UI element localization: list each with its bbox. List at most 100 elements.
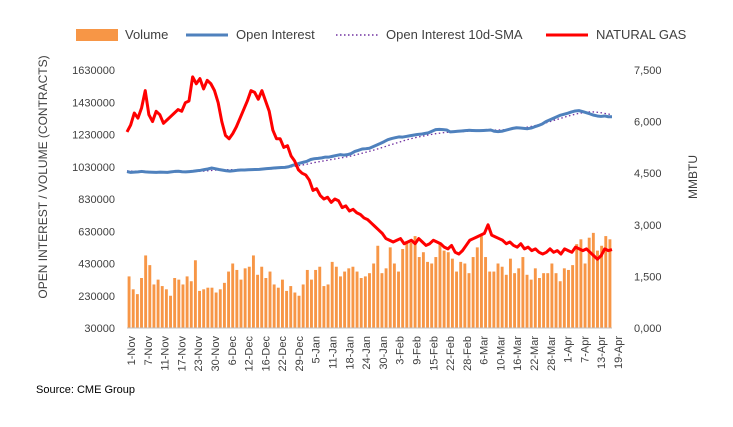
volume-bar — [206, 287, 210, 328]
x-tick-label: 11-Jan — [328, 336, 340, 369]
volume-bar — [529, 279, 533, 328]
volume-bar — [347, 268, 351, 328]
volume-bar — [293, 292, 297, 328]
volume-bar — [268, 271, 272, 328]
volume-bar — [575, 244, 579, 328]
volume-bar — [392, 263, 396, 328]
volume-bar — [289, 286, 293, 328]
volume-bar — [459, 261, 463, 328]
volume-bar — [579, 239, 583, 328]
x-tick-label: 13-Apr — [596, 336, 608, 369]
x-tick-label: 28-Feb — [462, 336, 474, 371]
volume-bar — [405, 240, 409, 328]
volume-bar — [164, 289, 168, 328]
y-left-tick-label: 630000 — [78, 226, 115, 238]
volume-bar — [484, 257, 488, 328]
y-right-tick-label: 1,500 — [634, 271, 662, 283]
volume-bar — [322, 286, 326, 328]
x-tick-label: 10-Mar — [495, 336, 507, 371]
volume-bar — [546, 273, 550, 328]
y-axis-left-title: OPEN INTEREST / VOLUME (CONTRACTS) — [36, 55, 50, 298]
volume-bar — [227, 271, 231, 328]
volume-bar — [430, 263, 434, 328]
volume-bar — [285, 290, 289, 328]
y-left-tick-label: 1630000 — [72, 65, 115, 77]
open-interest-sma-line — [126, 111, 613, 173]
volume-bar — [152, 284, 156, 328]
volume-bar — [426, 261, 429, 328]
legend-open-interest-label: Open Interest — [236, 27, 315, 42]
volume-bar — [562, 268, 566, 328]
volume-bar — [210, 287, 214, 328]
x-tick-label: 3-Feb — [395, 336, 407, 365]
volume-bar — [181, 284, 185, 328]
volume-bar — [533, 268, 537, 328]
volume-bar — [479, 236, 483, 328]
x-tick-label: 11-Nov — [160, 336, 172, 371]
x-tick-label: 30-Jan — [378, 336, 390, 370]
y-axis-right-title: MMBTU — [686, 155, 700, 199]
y-right-tick-label: 4,500 — [634, 168, 662, 180]
y-right-tick-label: 7,500 — [634, 65, 662, 77]
volume-bar — [202, 289, 206, 328]
volume-bar — [409, 242, 413, 328]
volume-bar — [384, 268, 388, 328]
volume-bar — [156, 279, 160, 328]
volume-bar — [264, 278, 268, 328]
volume-bar — [446, 252, 450, 328]
legend-volume-swatch — [76, 29, 118, 41]
volume-bar — [455, 271, 459, 328]
x-tick-label: 22-Dec — [277, 336, 289, 372]
volume-bar — [376, 245, 380, 328]
volume-bar — [508, 258, 512, 328]
volume-bar — [488, 271, 492, 328]
volume-bar — [450, 258, 454, 328]
x-tick-label: 7-Nov — [143, 336, 155, 366]
volume-bar — [600, 245, 604, 328]
x-tick-label: 29-Dec — [294, 336, 306, 372]
volume-bar — [475, 247, 479, 328]
legend: Volume Open Interest Open Interest 10d-S… — [76, 27, 687, 42]
volume-bar — [417, 257, 421, 328]
x-tick-label: 17-Nov — [176, 336, 188, 372]
volume-bar — [343, 271, 347, 328]
volume-bar — [231, 263, 235, 328]
x-tick-label: 16-Mar — [512, 336, 524, 371]
x-tick-label: 6-Mar — [479, 336, 491, 365]
y-left-tick-label: 230000 — [78, 291, 115, 303]
volume-bar — [542, 273, 546, 328]
volume-bar — [276, 287, 280, 328]
volume-bar — [339, 276, 342, 328]
x-tick-label: 19-Apr — [613, 336, 625, 369]
volume-bar — [127, 276, 131, 328]
volume-bar — [587, 237, 591, 328]
volume-bar — [372, 263, 376, 328]
volume-bar — [504, 274, 508, 328]
volume-bar — [388, 247, 392, 328]
x-tick-label: 16-Dec — [260, 336, 272, 372]
y-left-tick-label: 30000 — [84, 323, 115, 335]
legend-sma-label: Open Interest 10d-SMA — [386, 27, 523, 42]
volume-bar — [401, 248, 405, 328]
volume-bar — [583, 263, 587, 328]
volume-bar — [260, 266, 264, 328]
volume-bar — [567, 269, 570, 328]
y-left-tick-label: 1230000 — [72, 130, 115, 142]
volume-bar — [222, 282, 226, 328]
volume-bar — [355, 271, 359, 328]
volume-bar — [538, 278, 541, 328]
volume-bars — [127, 232, 612, 328]
volume-bar — [604, 236, 608, 328]
volume-bar — [363, 276, 367, 328]
volume-bar — [496, 263, 500, 328]
x-axis-ticks: 1-Nov 7-Nov 11-Nov 17-Nov 23-Nov 30-Nov 6-Dec 1… — [126, 336, 625, 372]
volume-bar — [251, 255, 255, 328]
volume-bar — [305, 269, 309, 328]
x-tick-label: 28-Mar — [546, 336, 558, 371]
y-axis-right-ticks: 0,000 1,500 3,000 4,500 6,000 7,500 — [634, 65, 662, 335]
volume-bar — [272, 284, 276, 328]
volume-bar — [359, 278, 363, 328]
volume-bar — [368, 273, 371, 328]
volume-bar — [235, 269, 239, 328]
